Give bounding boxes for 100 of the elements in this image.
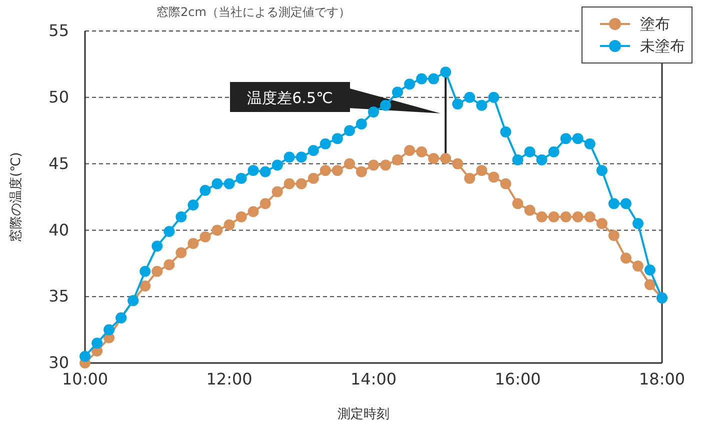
point <box>332 164 343 176</box>
point <box>392 154 404 166</box>
point <box>416 73 428 84</box>
point <box>572 133 584 144</box>
point <box>224 219 235 230</box>
point <box>440 153 452 164</box>
x-axis-title: 測定時刻 <box>338 407 390 422</box>
y-tick-label: 35 <box>48 286 69 306</box>
point <box>248 206 259 218</box>
legend-label: 塗布 <box>640 15 670 33</box>
point <box>164 259 175 270</box>
point <box>380 160 392 171</box>
point <box>320 138 331 150</box>
point <box>188 238 199 249</box>
point <box>260 166 271 178</box>
point <box>224 178 235 190</box>
point <box>536 211 548 222</box>
point <box>152 266 163 277</box>
point <box>284 152 295 163</box>
x-tick-label: 12:00 <box>206 369 252 388</box>
point <box>212 224 223 236</box>
point <box>584 138 596 150</box>
point <box>152 240 163 252</box>
point <box>344 158 355 170</box>
point <box>392 86 404 98</box>
point <box>272 186 283 198</box>
point <box>500 126 512 138</box>
point <box>524 146 536 158</box>
point <box>512 154 524 166</box>
point <box>380 100 392 111</box>
point <box>272 160 283 171</box>
point <box>140 280 151 292</box>
point <box>248 164 259 176</box>
point <box>452 158 464 170</box>
point <box>560 211 572 222</box>
point <box>320 164 331 176</box>
point <box>644 264 656 276</box>
point <box>632 260 644 272</box>
point <box>572 211 584 222</box>
point <box>308 172 319 184</box>
point <box>620 198 632 210</box>
point <box>212 178 223 190</box>
point <box>632 218 644 230</box>
point <box>164 226 175 238</box>
x-tick-label: 14:00 <box>350 369 397 388</box>
y-tick-label: 45 <box>48 154 69 173</box>
x-tick-label: 16:00 <box>494 369 541 388</box>
point <box>428 153 440 164</box>
point <box>356 166 367 178</box>
point <box>512 198 524 210</box>
y-axis-title: 窓際の温度(℃) <box>8 152 24 242</box>
point <box>368 106 379 118</box>
point <box>236 172 247 184</box>
point <box>464 172 476 184</box>
x-tick-label: 18:00 <box>638 369 686 388</box>
point <box>596 164 608 176</box>
point <box>464 92 476 103</box>
point <box>584 211 596 222</box>
point <box>416 146 428 158</box>
point <box>608 198 620 210</box>
point <box>356 118 367 130</box>
point <box>620 252 632 264</box>
point <box>404 145 416 156</box>
point <box>104 324 115 336</box>
point <box>596 218 608 230</box>
point <box>296 178 307 190</box>
point <box>80 350 90 362</box>
point <box>176 211 187 222</box>
point <box>548 146 560 158</box>
point <box>260 198 271 210</box>
point <box>188 199 199 210</box>
point <box>140 266 151 277</box>
point <box>476 164 488 176</box>
point <box>476 100 488 111</box>
point <box>236 211 247 222</box>
point <box>608 230 620 241</box>
point <box>344 125 355 136</box>
point <box>536 154 548 166</box>
point <box>308 145 319 156</box>
annotation: 温度差6.5℃ <box>247 89 333 107</box>
point <box>296 152 307 163</box>
point <box>200 184 211 196</box>
point <box>404 78 416 90</box>
point <box>284 178 295 190</box>
point <box>428 73 440 84</box>
point <box>548 211 560 222</box>
point <box>488 92 500 103</box>
point <box>200 231 211 242</box>
y-tick-label: 55 <box>48 21 69 40</box>
point <box>176 247 187 258</box>
point <box>440 66 452 78</box>
point <box>368 160 379 171</box>
point <box>92 338 103 349</box>
point <box>524 204 536 216</box>
point <box>644 279 656 290</box>
y-tick-label: 40 <box>48 220 69 240</box>
point <box>488 172 500 183</box>
chart-title: 窓際2cm（当社による測定値です） <box>156 5 350 19</box>
point <box>452 98 464 110</box>
legend-label: 未塗布 <box>640 37 685 55</box>
